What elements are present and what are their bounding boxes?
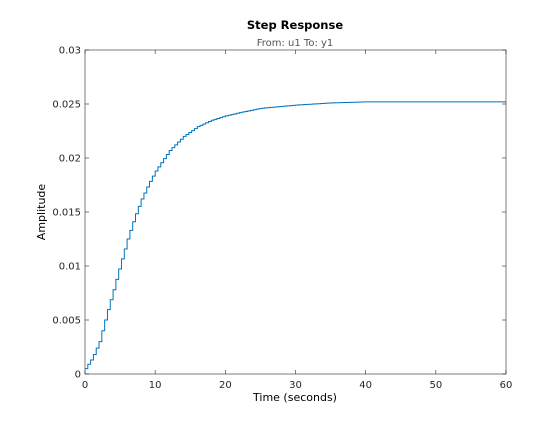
y-tick-label: 0.005 xyxy=(52,316,81,327)
plot-frame xyxy=(84,49,507,375)
plot-area xyxy=(85,50,506,374)
x-tick-label: 0 xyxy=(82,380,88,391)
series-line xyxy=(85,101,506,370)
x-tick-label: 40 xyxy=(359,380,372,391)
x-tick-label: 60 xyxy=(500,380,513,391)
x-axis-label: Time (seconds) xyxy=(252,391,337,404)
y-axis-label: Amplitude xyxy=(35,184,48,241)
y-tick-label: 0.02 xyxy=(59,154,81,165)
y-tick-label: 0.01 xyxy=(59,262,81,273)
y-tick-label: 0.03 xyxy=(59,46,81,57)
x-tick-label: 20 xyxy=(219,380,232,391)
y-tick-label: 0 xyxy=(75,370,81,381)
chart-subtitle: From: u1 To: y1 xyxy=(257,38,334,49)
x-tick-label: 30 xyxy=(289,380,302,391)
y-tick-label: 0.025 xyxy=(52,100,81,111)
y-tick-label: 0.015 xyxy=(52,208,81,219)
chart-title: Step Response xyxy=(247,18,343,32)
x-tick-label: 50 xyxy=(429,380,442,391)
x-tick-label: 10 xyxy=(149,380,162,391)
